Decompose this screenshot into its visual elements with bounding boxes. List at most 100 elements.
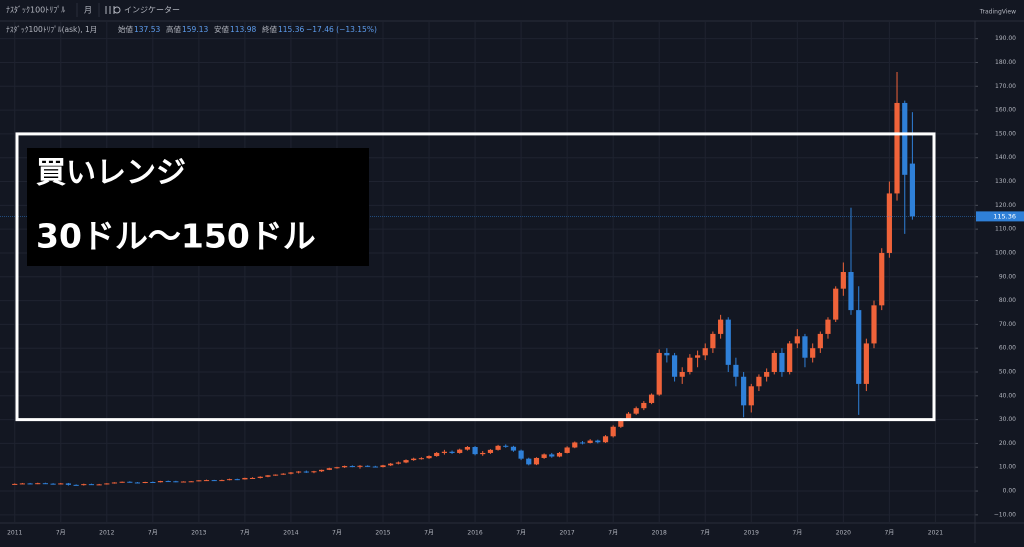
candle-body bbox=[58, 483, 64, 485]
candle-body bbox=[88, 484, 95, 486]
legend-key: 安値 bbox=[214, 24, 229, 34]
candle-body bbox=[188, 481, 194, 483]
interval[interactable]: 月 bbox=[84, 6, 92, 15]
candle-body bbox=[856, 310, 862, 384]
range-box bbox=[15, 132, 936, 422]
x-tick-label: 2020 bbox=[836, 530, 851, 537]
candle-body bbox=[618, 419, 624, 427]
candle-body bbox=[73, 484, 79, 486]
price-badge-label: 115.36 bbox=[993, 212, 1016, 220]
candle-body bbox=[702, 348, 708, 356]
candle-body bbox=[679, 372, 685, 377]
candle-body bbox=[694, 355, 701, 358]
y-tick-label: 60.00 bbox=[999, 345, 1016, 352]
candle-body bbox=[894, 102, 900, 194]
candle-body bbox=[687, 357, 693, 372]
candle-body bbox=[303, 471, 309, 473]
x-tick-label: 2011 bbox=[7, 530, 22, 537]
candle-body bbox=[457, 449, 463, 453]
candle-body bbox=[633, 408, 639, 414]
candle-body bbox=[480, 452, 486, 455]
candle-body bbox=[564, 447, 570, 453]
x-tick-label: 2015 bbox=[375, 530, 390, 537]
y-tick-label: 70.00 bbox=[999, 321, 1016, 328]
symbol[interactable]: ﾅｽﾀﾞｯｸ100ﾄﾘﾌﾟﾙ bbox=[6, 6, 65, 15]
candle-body bbox=[403, 460, 409, 463]
candle-body bbox=[533, 457, 540, 465]
candle-body bbox=[104, 483, 110, 485]
candle-body bbox=[771, 352, 777, 372]
candle-body bbox=[879, 252, 885, 306]
y-tick-label: 140.00 bbox=[995, 154, 1016, 161]
candle-body bbox=[487, 449, 494, 453]
legend-value: 115.36 bbox=[278, 25, 304, 34]
x-tick-label: 2017 bbox=[559, 530, 574, 537]
candle-body bbox=[625, 413, 632, 420]
indicators[interactable]: インジケーター bbox=[124, 6, 180, 15]
candle-body bbox=[794, 336, 800, 344]
candle-body bbox=[265, 475, 271, 477]
candle-body bbox=[173, 481, 179, 483]
candle-body bbox=[748, 386, 754, 406]
candle-body bbox=[35, 483, 41, 485]
legend-value: 137.53 bbox=[134, 25, 160, 34]
candle-body bbox=[380, 465, 386, 467]
candle-body bbox=[96, 484, 102, 486]
candle-body bbox=[111, 482, 118, 484]
y-tick-label: 20.00 bbox=[999, 440, 1016, 447]
y-tick-label: 40.00 bbox=[999, 392, 1016, 399]
candle-body bbox=[349, 466, 355, 468]
price-badge bbox=[976, 211, 1024, 222]
candle-body bbox=[802, 336, 808, 358]
search-icon[interactable] bbox=[113, 6, 121, 14]
candle-body bbox=[372, 466, 378, 468]
candle-body bbox=[50, 483, 56, 485]
candle-body bbox=[656, 352, 662, 395]
candle-body bbox=[464, 447, 471, 450]
brand: TradingView bbox=[979, 9, 1016, 16]
candle-body bbox=[756, 376, 762, 387]
y-tick-label: 0.00 bbox=[1003, 488, 1017, 495]
candle-body bbox=[65, 483, 72, 485]
candle-body bbox=[157, 481, 164, 483]
candle-body bbox=[718, 319, 724, 334]
candle-body bbox=[12, 483, 18, 485]
candle-body bbox=[449, 451, 455, 453]
x-tick-label: 7月 bbox=[700, 530, 710, 537]
candle-body bbox=[902, 102, 908, 175]
x-tick-label: 7月 bbox=[240, 530, 250, 537]
candle-body bbox=[825, 319, 831, 334]
x-tick-label: 7月 bbox=[148, 530, 158, 537]
candle-body bbox=[211, 480, 217, 482]
y-tick-label: 160.00 bbox=[995, 107, 1016, 114]
candle-body bbox=[572, 442, 578, 448]
candle-body bbox=[787, 343, 793, 372]
x-tick-label: 7月 bbox=[884, 530, 894, 537]
candle-body bbox=[871, 305, 877, 344]
y-tick-label: 10.00 bbox=[999, 464, 1016, 471]
candle-body bbox=[318, 469, 325, 472]
y-tick-label: 90.00 bbox=[999, 273, 1016, 280]
candle-body bbox=[733, 364, 739, 377]
annotation-title: 買いレンジ bbox=[36, 156, 186, 191]
x-tick-label: 7月 bbox=[792, 530, 802, 537]
candle-body bbox=[357, 465, 363, 467]
candle-body bbox=[242, 477, 248, 480]
candle-body bbox=[495, 445, 501, 450]
candle-body bbox=[249, 477, 256, 479]
candle-body bbox=[549, 454, 555, 457]
y-tick-label: −10.00 bbox=[994, 511, 1016, 518]
legend-value: 113.98 bbox=[230, 25, 256, 34]
candle-body bbox=[326, 468, 332, 470]
candle-body bbox=[81, 484, 87, 486]
x-tick-label: 2016 bbox=[467, 530, 482, 537]
y-tick-label: 30.00 bbox=[999, 416, 1016, 423]
candle-body bbox=[741, 376, 747, 406]
candle-body bbox=[602, 436, 609, 443]
candle-body bbox=[388, 463, 394, 466]
candle-body bbox=[556, 452, 563, 457]
candle-body bbox=[150, 482, 156, 483]
candle-body bbox=[472, 447, 478, 455]
candle-body bbox=[418, 458, 424, 460]
candle-body bbox=[19, 483, 25, 485]
